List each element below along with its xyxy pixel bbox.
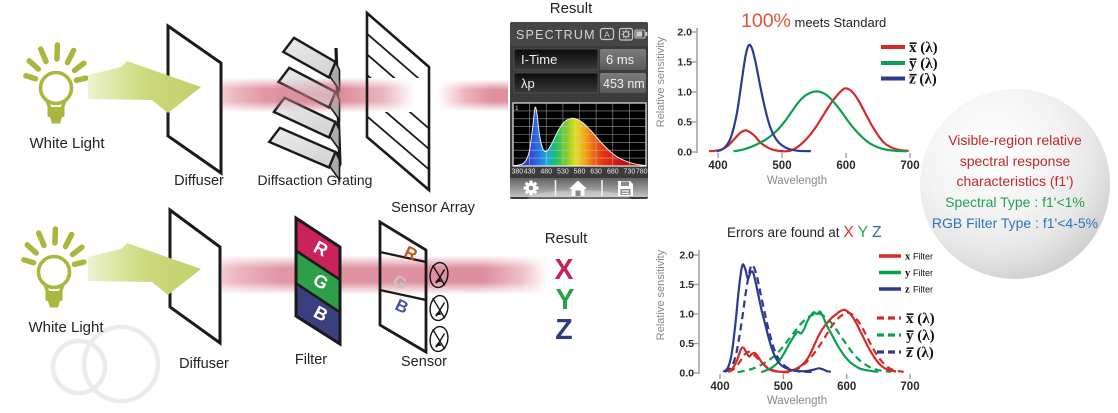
svg-text:680: 680 bbox=[607, 169, 619, 176]
svg-text:Filter: Filter bbox=[913, 285, 933, 295]
svg-text:400: 400 bbox=[708, 160, 727, 172]
svg-text:780: 780 bbox=[636, 169, 648, 176]
svg-text:400: 400 bbox=[710, 381, 729, 393]
svg-text:Sensor Array: Sensor Array bbox=[391, 200, 476, 216]
svg-text:Diffsaction Grating: Diffsaction Grating bbox=[258, 172, 373, 188]
svg-text:Filter: Filter bbox=[913, 252, 933, 262]
svg-text:B: B bbox=[392, 295, 411, 317]
svg-text:spectral response: spectral response bbox=[960, 153, 1071, 169]
svg-text:Diffuser: Diffuser bbox=[179, 356, 229, 372]
svg-text:500: 500 bbox=[772, 160, 791, 172]
svg-text:Y: Y bbox=[555, 284, 574, 316]
svg-text:700: 700 bbox=[900, 160, 919, 172]
svg-text:Visible-region relative: Visible-region relative bbox=[948, 132, 1082, 148]
svg-text:500: 500 bbox=[774, 381, 793, 393]
svg-text:Relative sensitivity: Relative sensitivity bbox=[655, 249, 667, 340]
svg-text:1.5: 1.5 bbox=[679, 279, 694, 291]
svg-text:Spectral Type : f1'<1%: Spectral Type : f1'<1% bbox=[945, 194, 1085, 210]
svg-text:RGB Filter Type : f1'<4-5%: RGB Filter Type : f1'<4-5% bbox=[932, 215, 1098, 231]
svg-text:Wavelength: Wavelength bbox=[767, 175, 827, 187]
svg-text:Wavelength: Wavelength bbox=[767, 395, 827, 407]
svg-text:White Light: White Light bbox=[29, 135, 105, 152]
svg-text:Filter: Filter bbox=[295, 352, 327, 368]
svg-text:1.0: 1.0 bbox=[679, 309, 694, 321]
svg-text:0.5: 0.5 bbox=[677, 117, 692, 129]
svg-text:2.0: 2.0 bbox=[677, 27, 692, 39]
svg-text:1.0: 1.0 bbox=[677, 87, 692, 99]
svg-text:A: A bbox=[604, 30, 610, 40]
svg-text:λp: λp bbox=[521, 76, 535, 91]
svg-text:600: 600 bbox=[837, 381, 856, 393]
svg-text:380: 380 bbox=[512, 169, 524, 176]
svg-text:Filter: Filter bbox=[913, 268, 933, 278]
svg-text:Errors are found at X Y Z: Errors are found at X Y Z bbox=[727, 224, 882, 241]
svg-text:600: 600 bbox=[836, 160, 855, 172]
svg-text:0.0: 0.0 bbox=[679, 368, 694, 380]
svg-text:630: 630 bbox=[590, 169, 602, 176]
svg-text:SPECTRUM: SPECTRUM bbox=[516, 28, 596, 42]
svg-text:580: 580 bbox=[574, 169, 586, 176]
svg-text:530: 530 bbox=[557, 169, 569, 176]
svg-text:z: z bbox=[905, 285, 910, 296]
svg-text:Relative sensitivity: Relative sensitivity bbox=[655, 36, 667, 127]
svg-text:White Light: White Light bbox=[28, 319, 104, 336]
svg-text:6 ms: 6 ms bbox=[606, 52, 635, 67]
svg-text:Result: Result bbox=[550, 0, 593, 17]
svg-text:1: 1 bbox=[515, 105, 519, 112]
svg-text:I-Time: I-Time bbox=[521, 52, 557, 67]
svg-text:X: X bbox=[554, 254, 573, 286]
svg-text:Z: Z bbox=[555, 314, 572, 346]
svg-text:Sensor: Sensor bbox=[401, 354, 447, 370]
svg-text:700: 700 bbox=[900, 381, 919, 393]
svg-text:Result: Result bbox=[545, 230, 588, 247]
svg-text:430: 430 bbox=[524, 169, 536, 176]
svg-text:480: 480 bbox=[540, 169, 552, 176]
svg-text:100% meets Standard: 100% meets Standard bbox=[741, 10, 886, 32]
svg-text:453 nm: 453 nm bbox=[603, 77, 645, 91]
svg-text:x: x bbox=[905, 252, 911, 263]
svg-text:0.0: 0.0 bbox=[677, 147, 692, 159]
svg-text:characteristics (f1'): characteristics (f1') bbox=[956, 173, 1073, 189]
svg-text:2.0: 2.0 bbox=[679, 250, 694, 262]
svg-text:0.5: 0.5 bbox=[679, 338, 694, 350]
svg-text:1.5: 1.5 bbox=[677, 57, 692, 69]
svg-text:y: y bbox=[905, 268, 911, 279]
svg-text:Diffuser: Diffuser bbox=[174, 173, 224, 189]
svg-text:730: 730 bbox=[624, 169, 636, 176]
